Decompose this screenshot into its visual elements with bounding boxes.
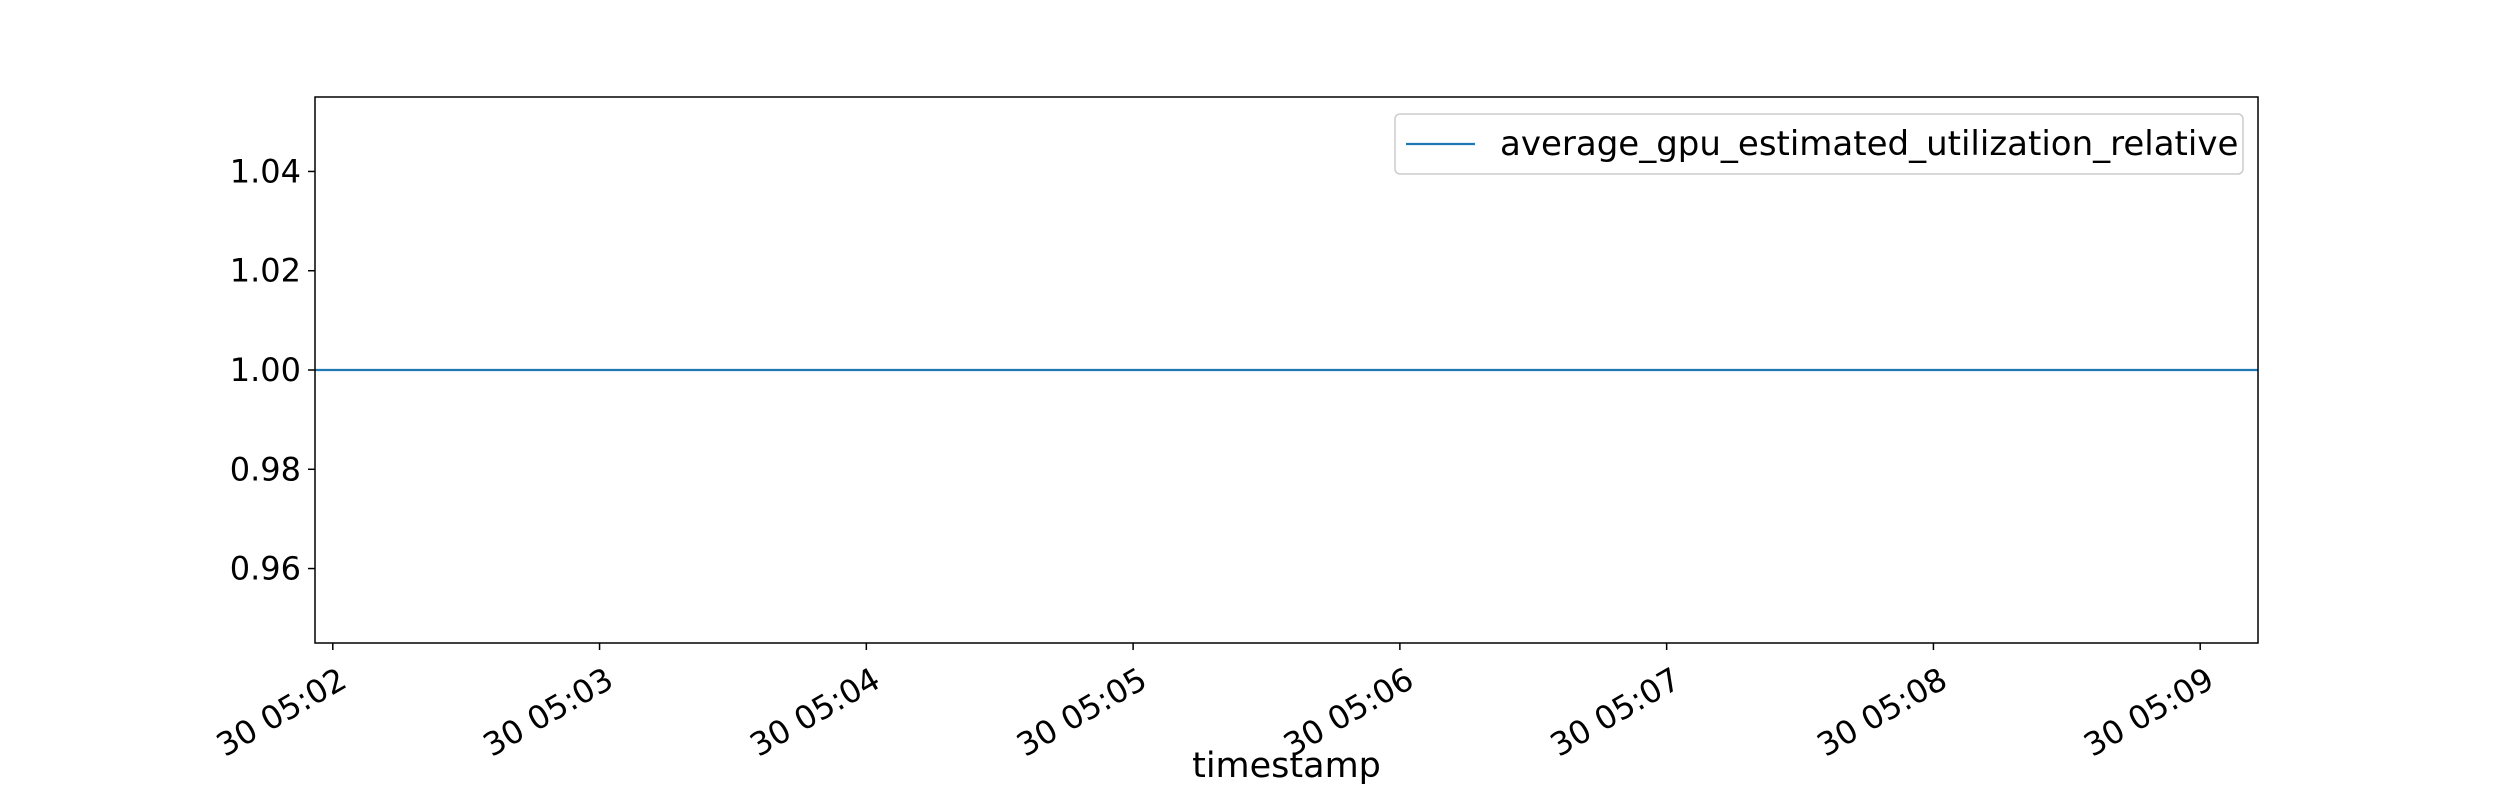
y-tick-label: 0.98 (230, 450, 301, 488)
legend-box (1394, 113, 2244, 175)
y-axis: 0.96 0.98 1.00 1.02 1.04 (230, 152, 315, 588)
y-tick-label: 0.96 (230, 550, 301, 588)
legend[interactable]: average_gpu_estimated_utilization_relati… (1394, 113, 2244, 175)
y-tick-label: 1.02 (230, 252, 301, 290)
legend-label: average_gpu_estimated_utilization_relati… (1500, 124, 2238, 164)
x-axis-label: timestamp (1192, 746, 1381, 786)
y-tick-label: 1.04 (230, 152, 301, 190)
y-tick-label: 1.00 (230, 351, 301, 389)
